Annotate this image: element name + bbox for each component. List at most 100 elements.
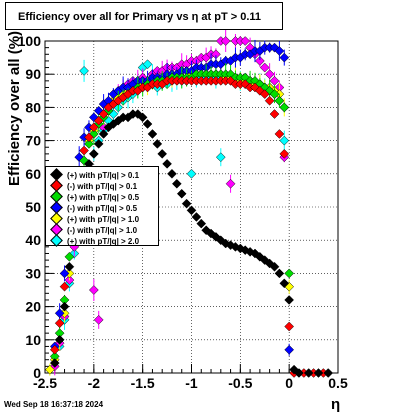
data-point	[274, 129, 285, 139]
data-point	[54, 318, 65, 329]
data-point	[186, 168, 197, 179]
data-point	[225, 178, 236, 189]
series-group	[49, 75, 329, 378]
data-point	[191, 212, 202, 222]
data-point	[54, 308, 65, 319]
x-tick-label: 0	[285, 375, 293, 391]
data-point	[294, 368, 304, 378]
data-point	[186, 205, 197, 216]
y-axis-label: Efficiency over all (%)	[6, 30, 23, 186]
data-point	[323, 368, 334, 378]
x-tick-label: 0.5	[328, 375, 348, 391]
data-point	[64, 251, 75, 262]
data-point	[279, 149, 290, 159]
data-point	[284, 295, 295, 305]
data-point	[303, 368, 314, 378]
legend-entry: (-) with pT/|q| > 0.5	[50, 201, 138, 214]
legend-entry: (+) with pT/|q| > 1.0	[50, 212, 140, 225]
data-point	[269, 89, 280, 99]
data-point	[259, 62, 270, 73]
data-point	[142, 119, 153, 129]
data-point	[176, 188, 187, 199]
data-point	[49, 344, 60, 355]
data-point	[162, 158, 172, 169]
data-point	[196, 218, 207, 229]
timestamp-footer: Wed Sep 18 16:37:18 2024	[4, 400, 104, 409]
x-tick-label: -2.5	[33, 375, 57, 391]
data-point	[250, 248, 260, 259]
y-tick-label: 20	[25, 299, 41, 315]
data-point	[274, 46, 285, 56]
data-point	[157, 149, 168, 159]
data-point	[269, 109, 280, 119]
data-point	[220, 36, 231, 46]
y-tick-label: 70	[25, 133, 41, 149]
x-tick-label: -1.5	[131, 375, 155, 391]
y-tick-label: 10	[25, 332, 41, 348]
legend-label: (+) with pT/|q| > 0.1	[67, 171, 140, 180]
data-point	[274, 95, 285, 106]
legend-label: (-) with pT/|q| > 0.1	[67, 182, 138, 191]
data-point	[240, 36, 251, 46]
data-point	[279, 278, 290, 289]
data-point	[284, 344, 295, 355]
legend-label: (+) with pT/|q| > 1.0	[67, 215, 140, 224]
x-tick-label: -1	[185, 375, 198, 391]
data-point	[98, 109, 109, 119]
data-point	[215, 152, 226, 163]
data-point	[93, 115, 104, 126]
y-tick-label: 80	[25, 99, 41, 115]
data-point	[255, 56, 265, 66]
x-tick-label: -2	[88, 375, 101, 391]
data-point	[64, 261, 75, 272]
data-point	[98, 129, 109, 139]
x-tick-label: -0.5	[228, 375, 252, 391]
legend: (+) with pT/|q| > 0.1 (-) with pT/|q| > …	[45, 166, 159, 247]
data-point	[181, 198, 192, 209]
data-point	[137, 112, 148, 123]
chart-title: Efficiency over all for Primary vs η at …	[18, 11, 262, 23]
tick-labels: -2.5 -2 -1.5 -1 -0.5 0 0.5 0 10 20 30 40 50 60 70 80 90 1…	[18, 33, 348, 391]
data-point	[171, 178, 182, 189]
data-point	[54, 334, 65, 345]
y-tick-label: 60	[25, 166, 41, 182]
legend-label: (-) with pT/|q| > 1.0	[67, 226, 138, 235]
legend-entry: (+) with pT/|q| > 2.0	[50, 234, 140, 247]
data-point	[274, 268, 285, 279]
legend-marker	[50, 234, 63, 247]
data-point	[79, 145, 89, 156]
data-point	[49, 358, 60, 368]
y-tick-label: 40	[25, 232, 41, 248]
data-point	[279, 102, 290, 113]
legend-entry: (+) with pT/|q| > 0.1	[50, 168, 140, 181]
legend-entry: (+) with pT/|q| > 0.5	[50, 190, 140, 203]
data-point	[88, 122, 99, 133]
data-point	[84, 139, 94, 149]
data-point	[313, 368, 324, 378]
legend-label: (+) with pT/|q| > 2.0	[67, 237, 140, 246]
data-point	[284, 268, 295, 279]
legend-entry: (-) with pT/|q| > 1.0	[50, 223, 138, 236]
data-point	[59, 268, 70, 279]
data-point	[259, 89, 270, 99]
data-point	[93, 139, 104, 149]
legend-label: (-) with pT/|q| > 0.5	[67, 204, 138, 213]
data-point	[88, 149, 99, 159]
data-point	[147, 129, 158, 139]
data-point	[167, 168, 177, 179]
data-point	[59, 301, 70, 312]
data-point	[264, 69, 275, 80]
data-point	[45, 364, 55, 375]
legend-entry: (-) with pT/|q| > 0.1	[50, 179, 138, 192]
title-box: Efficiency over all for Primary vs η at …	[5, 2, 283, 30]
data-point	[279, 52, 290, 63]
legend-label: (+) with pT/|q| > 0.5	[67, 193, 140, 202]
y-tick-label: 0	[33, 365, 41, 381]
y-tick-label: 50	[25, 199, 41, 215]
x-axis-label: η	[331, 396, 341, 413]
data-point	[93, 315, 104, 325]
data-point	[284, 321, 295, 332]
data-point	[152, 139, 163, 149]
data-point	[79, 66, 89, 76]
data-point	[142, 59, 153, 70]
